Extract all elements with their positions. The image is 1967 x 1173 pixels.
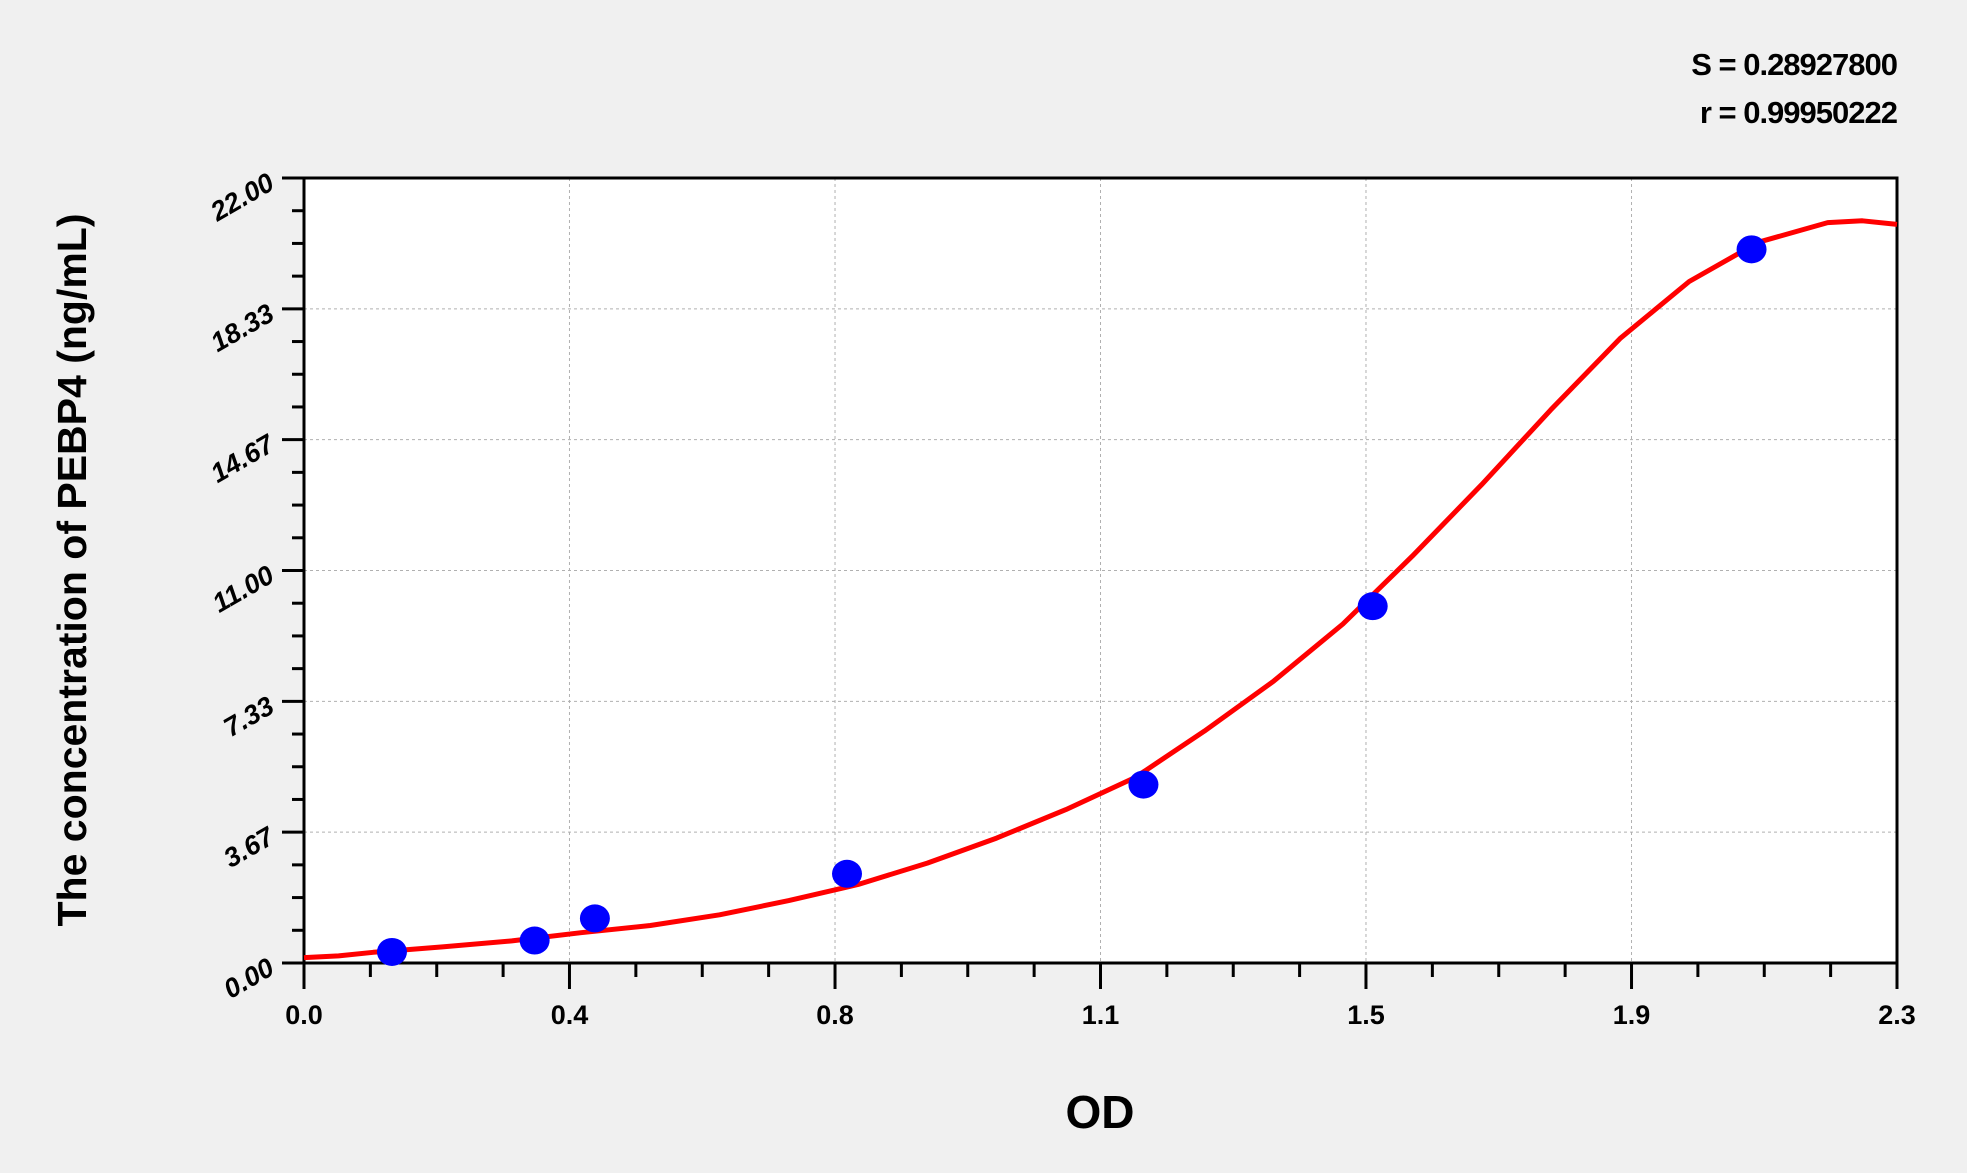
- y-axis-label: The concentration of PEBP4 (ng/mL): [49, 214, 95, 927]
- data-point: [579, 904, 610, 933]
- y-tick-label: 22.00: [205, 167, 279, 227]
- y-tick-label: 11.00: [207, 560, 279, 619]
- y-tick-label: 18.33: [205, 298, 279, 358]
- x-tick-labels: 0.0 0.4 0.8 1.1 1.5 1.9 2.3: [285, 1000, 1916, 1030]
- x-tick-label: 0.8: [816, 1000, 854, 1030]
- x-tick-label: 0.4: [551, 1000, 589, 1030]
- x-tick-label: 1.5: [1347, 1000, 1385, 1030]
- y-tick-label: 0.00: [218, 952, 279, 1004]
- r-statistic: r = 0.99950222: [1700, 95, 1897, 130]
- x-tick-label: 0.0: [285, 1000, 323, 1030]
- data-points-layer: [376, 235, 1767, 966]
- data-point: [376, 937, 407, 966]
- data-point: [1357, 592, 1388, 621]
- data-point: [1128, 770, 1159, 799]
- y-tick-labels: 0.00 3.67 7.33 11.00 14.67 18.33 22.00: [205, 167, 281, 1004]
- data-point: [519, 926, 550, 955]
- y-tick-label: 7.33: [218, 691, 279, 743]
- x-tick-label: 1.1: [1082, 1000, 1120, 1030]
- plot-frame: [302, 176, 1899, 965]
- s-statistic: S = 0.28927800: [1691, 47, 1897, 82]
- x-tick-label: 1.9: [1613, 1000, 1651, 1030]
- grid-lines: [304, 178, 1897, 963]
- y-tick-label: 3.67: [218, 820, 280, 873]
- data-point: [1736, 235, 1767, 264]
- data-point: [832, 859, 863, 888]
- x-tick-label: 2.3: [1878, 1000, 1916, 1030]
- axis-ticks: [282, 176, 1899, 989]
- y-tick-label: 14.67: [205, 428, 280, 489]
- x-axis-label: OD: [1066, 1086, 1135, 1138]
